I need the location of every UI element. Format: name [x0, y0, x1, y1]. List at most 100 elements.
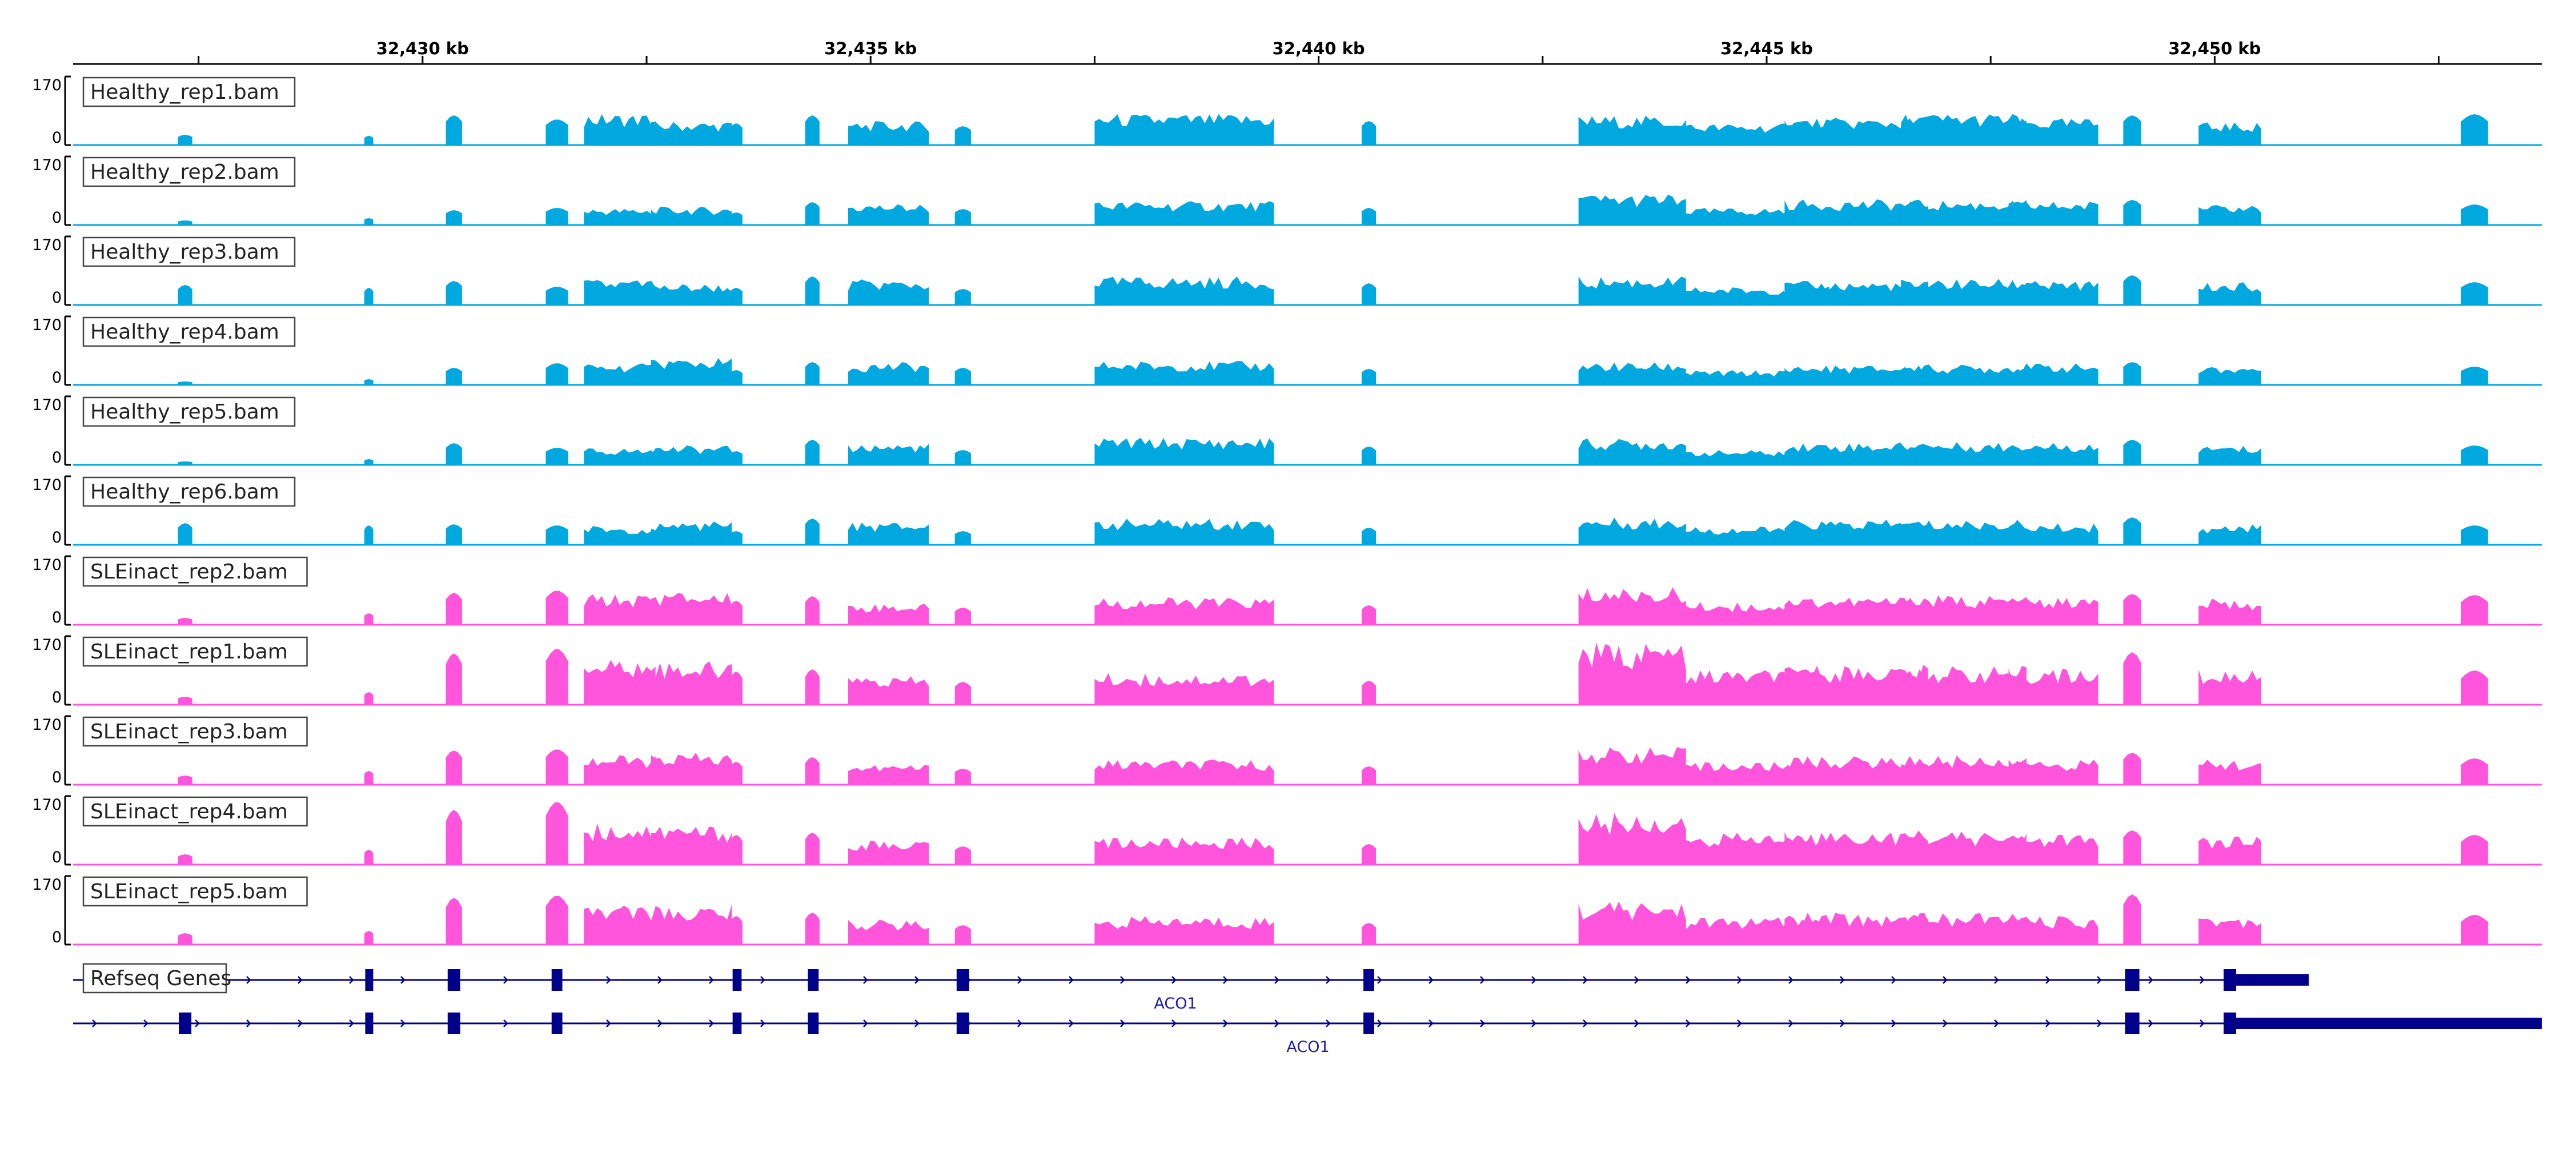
coverage-peak	[651, 826, 732, 865]
coverage-peak	[729, 123, 743, 145]
coverage-peak	[1901, 755, 2027, 785]
strand-arrow	[2097, 1019, 2102, 1027]
strand-arrow	[1583, 1019, 1588, 1027]
coverage-peak	[364, 525, 374, 545]
coverage-peak	[729, 672, 743, 705]
coverage-peak	[1094, 760, 1274, 785]
genomic-ruler: 32,430 kb 32,435 kb 32,440 kb 32,445 kb 32,4…	[73, 39, 2542, 65]
refseq-track-label[interactable]: Refseq Genes	[82, 963, 231, 994]
track-scale-max: 170	[32, 796, 62, 814]
coverage-peak	[651, 661, 732, 705]
track-name-label[interactable]: Healthy_rep4.bam	[82, 316, 296, 347]
coverage-track: 170 0 SLEinact_rep4.bam	[32, 795, 2542, 866]
coverage-peak	[954, 126, 971, 145]
strand-arrow	[1737, 1019, 1742, 1027]
coverage-peak	[2008, 281, 2098, 305]
track-scale-min: 0	[52, 289, 62, 307]
coverage-peak	[446, 210, 462, 225]
coverage-peak	[1901, 666, 2027, 705]
coverage-peak	[729, 212, 743, 225]
coverage-peak	[729, 762, 743, 785]
gene-utr	[2236, 974, 2309, 986]
coverage-peak	[848, 121, 929, 145]
coverage-peak	[805, 833, 820, 865]
coverage-track: 170 0 Healthy_rep1.bam	[32, 75, 2542, 147]
coverage-peak	[1784, 199, 1928, 225]
track-name-box	[82, 236, 296, 267]
coverage-peak	[1784, 756, 1928, 785]
coverage-track: 170 0 SLEinact_rep5.bam	[32, 875, 2542, 946]
strand-arrow	[246, 976, 251, 984]
coverage-peak	[2461, 445, 2488, 465]
coverage-peak	[2461, 670, 2488, 705]
track-name-label[interactable]: SLEinact_rep2.bam	[82, 556, 308, 587]
gene-exon	[732, 1013, 742, 1034]
track-name-label[interactable]: Healthy_rep3.bam	[82, 236, 296, 267]
strand-arrow	[1634, 1019, 1639, 1027]
coverage-peak	[2123, 594, 2141, 625]
coverage-peak	[1578, 194, 1686, 225]
coverage-peak	[1578, 587, 1686, 625]
coverage-peak	[2461, 835, 2488, 865]
track-name-label[interactable]: Healthy_rep6.bam	[82, 476, 296, 507]
track-name-label[interactable]: SLEinact_rep3.bam	[82, 716, 308, 747]
coverage-peak	[2008, 668, 2098, 705]
coverage-peak	[2123, 275, 2141, 305]
coverage-peak	[545, 208, 568, 225]
coverage-peak	[954, 531, 971, 545]
gene-model[interactable]: ACO1	[73, 969, 2309, 1013]
coverage-peak	[2461, 114, 2488, 145]
coverage-peak	[584, 448, 656, 465]
coverage-track: 170 0 Healthy_rep4.bam	[32, 315, 2542, 387]
coverage-peak	[1361, 283, 1376, 305]
ruler-tick-label: 32,435 kb	[824, 39, 917, 58]
track-name-label[interactable]: Healthy_rep5.bam	[82, 396, 296, 427]
coverage-peak	[805, 757, 820, 785]
strand-arrow	[1686, 976, 1691, 984]
track-name-label[interactable]: Healthy_rep2.bam	[82, 156, 296, 187]
gene-exon	[447, 969, 460, 991]
strand-arrow	[2148, 1019, 2153, 1027]
refseq-gene-track: ACO1 ACO1 Refseq Genes	[73, 963, 2542, 1056]
track-name-label[interactable]: SLEinact_rep5.bam	[82, 876, 308, 907]
coverage-peak	[178, 618, 192, 625]
strand-arrow	[1223, 976, 1228, 984]
coverage-peak	[2461, 758, 2488, 785]
track-scale-max: 170	[32, 396, 62, 414]
coverage-peak	[1784, 830, 1928, 865]
track-name-label[interactable]: SLEinact_rep4.bam	[82, 796, 308, 827]
coverage-peak	[1784, 913, 1928, 945]
coverage-peak	[2123, 517, 2141, 545]
coverage-peak	[2123, 830, 2141, 865]
coverage-peak	[1784, 365, 1928, 385]
coverage-peak	[729, 916, 743, 945]
gene-model[interactable]: ACO1	[73, 1013, 2542, 1056]
strand-arrow	[2200, 976, 2205, 984]
gene-exon	[808, 1013, 819, 1034]
coverage-peak	[2198, 122, 2261, 145]
coverage-peak	[446, 524, 462, 545]
track-name-label[interactable]: Healthy_rep1.bam	[82, 77, 296, 107]
strand-arrow	[1274, 976, 1279, 984]
coverage-peak	[1094, 597, 1274, 625]
track-scale-min: 0	[52, 849, 62, 866]
coverage-peak	[2461, 525, 2488, 545]
coverage-peak	[1784, 442, 1928, 465]
track-scale-min: 0	[52, 929, 62, 946]
strand-arrow	[1120, 1019, 1125, 1027]
gene-exon	[365, 1013, 374, 1034]
ruler-tick-label: 32,450 kb	[2168, 39, 2261, 58]
track-name-label[interactable]: SLEinact_rep1.bam	[82, 636, 308, 667]
gene-name-label: ACO1	[1154, 995, 1197, 1013]
coverage-peak	[1901, 364, 2027, 385]
coverage-peak	[1578, 901, 1686, 945]
strand-arrow	[1069, 1019, 1074, 1027]
ruler-tick-label: 32,430 kb	[376, 39, 469, 58]
track-name-box	[82, 876, 308, 907]
strand-arrow	[709, 976, 714, 984]
strand-arrow	[1943, 976, 1948, 984]
coverage-peak	[545, 802, 568, 865]
coverage-peak	[2123, 753, 2141, 785]
coverage-peak	[2123, 200, 2141, 225]
